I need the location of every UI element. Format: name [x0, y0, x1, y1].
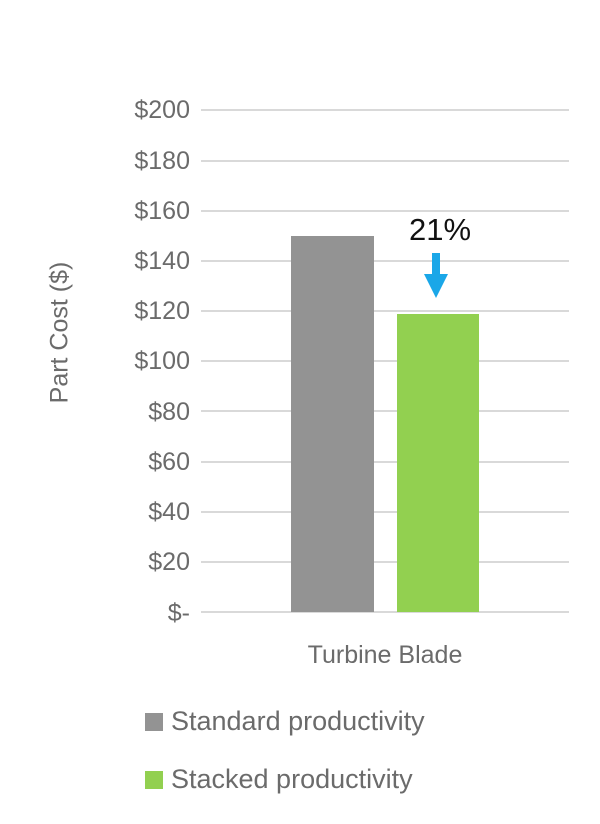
gridline	[201, 561, 569, 563]
y-tick-label: $-	[167, 599, 190, 627]
legend-label: Standard productivity	[171, 706, 425, 736]
gridline	[201, 461, 569, 463]
legend-swatch-grey	[145, 712, 163, 731]
gridline	[201, 109, 569, 111]
gridline	[201, 160, 569, 162]
gridline	[201, 360, 569, 362]
gridline	[201, 410, 569, 412]
legend-item-standard: Standard productivity	[145, 706, 425, 737]
arrow-down-icon	[424, 253, 448, 298]
reduction-annotation: 21%	[408, 212, 472, 247]
legend-swatch-green	[145, 770, 163, 789]
y-tick-label: $40	[148, 498, 190, 526]
gridline	[201, 611, 569, 613]
y-tick-label: $80	[148, 398, 190, 426]
y-tick-label: $180	[134, 147, 190, 175]
y-axis-label: Part Cost ($)	[45, 261, 74, 404]
gridline	[201, 511, 569, 513]
x-category-label: Turbine Blade	[307, 641, 463, 669]
y-tick-label: $160	[134, 197, 190, 225]
y-tick-label: $60	[148, 448, 190, 476]
gridline	[201, 210, 569, 212]
y-tick-label: $120	[134, 297, 190, 325]
y-tick-label: $100	[134, 347, 190, 375]
y-tick-label: $20	[148, 548, 190, 576]
y-tick-label: $140	[134, 247, 190, 275]
gridline	[201, 310, 569, 312]
bar-stacked-productivity	[397, 314, 479, 612]
legend-item-stacked: Stacked productivity	[145, 764, 413, 795]
y-tick-label: $200	[134, 96, 190, 124]
gridline	[201, 260, 569, 262]
bar-standard-productivity	[291, 236, 374, 612]
legend-label: Stacked productivity	[171, 764, 413, 794]
